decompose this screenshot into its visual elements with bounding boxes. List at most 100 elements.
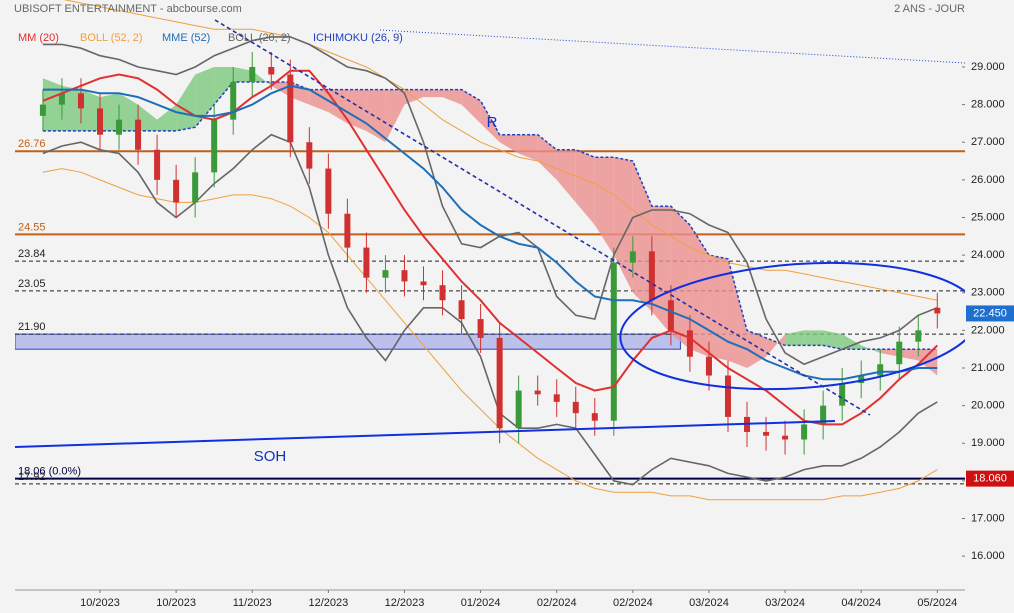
level-label: 17.92 — [18, 471, 46, 483]
y-tick-label: 29.000 — [971, 61, 1005, 73]
candle-body — [268, 66, 275, 75]
cloud — [842, 334, 862, 350]
price-label: 18.060 — [973, 473, 1007, 485]
candle-body — [458, 300, 465, 320]
cloud — [708, 255, 728, 361]
cloud-line — [42, 81, 938, 350]
candle-body — [496, 337, 503, 429]
candle-body — [116, 119, 123, 135]
candle-body — [344, 213, 351, 248]
candle-body — [39, 104, 46, 116]
cloud — [309, 89, 329, 113]
y-tick-label: 20.000 — [971, 400, 1005, 412]
candle-body — [858, 375, 865, 384]
candle-body — [915, 330, 922, 342]
cloud — [880, 349, 900, 357]
annotation: R — [487, 114, 498, 131]
level-label: 21.90 — [18, 321, 46, 333]
cloud — [214, 66, 234, 105]
legend-entry: BOLL (52, 2) — [80, 32, 143, 44]
cloud — [195, 66, 215, 128]
cloud — [518, 134, 538, 162]
band-line — [42, 133, 938, 486]
level-label: 18.06 (0.0%) — [18, 466, 81, 478]
annotation: SOH — [254, 448, 287, 465]
band-line — [63, 0, 938, 301]
ellipse — [619, 261, 965, 391]
candle-body — [58, 93, 65, 105]
legend-entry: ICHIMOKU (26, 9) — [313, 32, 403, 44]
candle-body — [439, 285, 446, 301]
candle-body — [477, 319, 484, 338]
cloud — [537, 134, 557, 180]
cloud — [138, 104, 158, 131]
y-tick-label: 27.000 — [971, 136, 1005, 148]
cloud — [480, 100, 500, 143]
candle-body — [534, 390, 541, 395]
zone — [15, 333, 681, 350]
x-tick-label: 01/2024 — [461, 597, 501, 609]
cloud — [823, 330, 843, 350]
cloud — [499, 134, 519, 154]
candle-body — [629, 251, 636, 263]
candle-body — [401, 270, 408, 282]
cloud — [366, 89, 386, 143]
level-label: 23.05 — [18, 278, 46, 290]
candle-body — [97, 108, 103, 135]
price-label: 22.450 — [973, 307, 1007, 319]
cloud — [689, 225, 709, 357]
candle-body — [77, 93, 84, 109]
y-tick-label: 26.000 — [971, 174, 1005, 186]
x-tick-label: 10/2023 — [156, 597, 196, 609]
trend-line — [214, 19, 871, 416]
cloud — [575, 149, 595, 226]
cloud — [442, 89, 462, 105]
y-tick-label: 24.000 — [971, 249, 1005, 261]
x-tick-label: 12/2023 — [385, 597, 425, 609]
candle-body — [686, 330, 693, 357]
candle-body — [154, 149, 161, 180]
candle-body — [667, 300, 674, 331]
y-tick-label: 17.000 — [971, 512, 1005, 524]
y-tick-label: 25.000 — [971, 211, 1005, 223]
indicator-line — [42, 84, 938, 381]
cloud — [385, 89, 405, 143]
candle-body — [515, 390, 522, 429]
candle-body — [192, 172, 199, 203]
cloud — [651, 206, 671, 335]
level-label: 26.76 — [18, 138, 46, 150]
indicator-line — [42, 69, 939, 426]
candle-body — [782, 435, 789, 440]
cloud — [594, 157, 614, 256]
x-tick-label: 02/2024 — [613, 597, 653, 609]
candle-body — [325, 168, 332, 214]
candle-body — [724, 375, 731, 417]
y-tick-label: 28.000 — [971, 99, 1005, 111]
candle-body — [934, 307, 941, 314]
x-tick-label: 11/2023 — [233, 597, 272, 609]
cloud — [613, 157, 633, 293]
cloud — [785, 330, 805, 346]
x-tick-label: 02/2024 — [537, 597, 577, 609]
price-box — [966, 470, 1014, 487]
candle-body — [249, 66, 256, 83]
legend-entry: MM (20) — [18, 32, 59, 44]
cloud — [899, 349, 919, 361]
candle-body — [896, 341, 903, 365]
cloud — [80, 89, 100, 131]
y-tick-label: 19.000 — [971, 437, 1005, 449]
candle-body — [306, 142, 313, 169]
candle-body — [553, 394, 560, 402]
y-tick-label: 16.000 — [971, 550, 1005, 562]
cloud — [423, 89, 443, 98]
x-tick-label: 03/2024 — [765, 597, 805, 609]
y-tick-label: 22.000 — [971, 324, 1005, 336]
cloud — [42, 78, 62, 131]
candle-body — [763, 431, 770, 436]
chart-title: UBISOFT ENTERTAINMENT - abcbourse.com — [14, 3, 242, 15]
period: 2 ANS - JOUR — [894, 3, 965, 15]
legend-entry: MME (52) — [162, 32, 210, 44]
candle-body — [839, 383, 846, 406]
